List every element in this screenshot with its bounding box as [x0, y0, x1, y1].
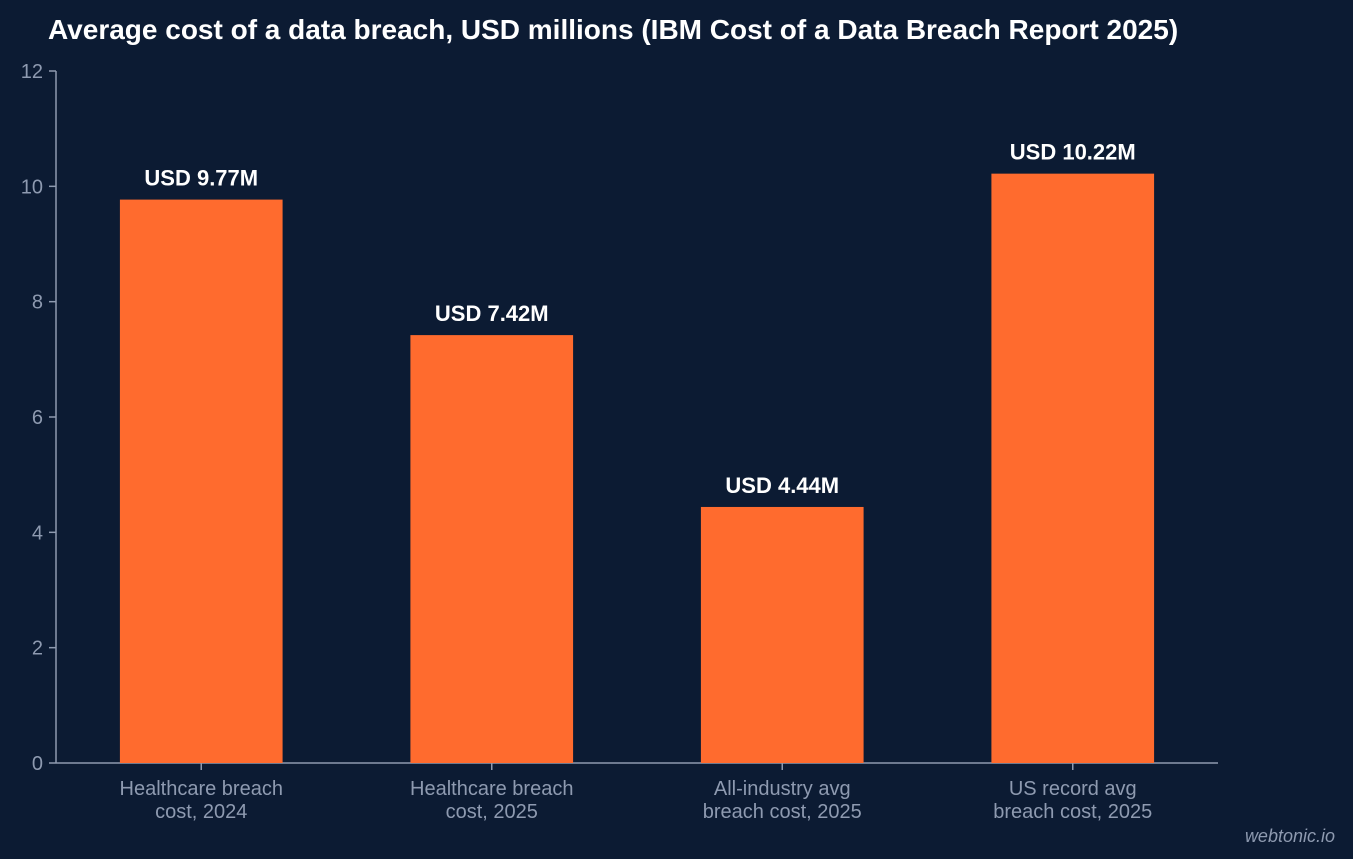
bar — [991, 173, 1155, 763]
x-category-label: Healthcare breach — [120, 778, 283, 800]
bar — [700, 506, 864, 763]
y-tick-label: 4 — [32, 522, 43, 544]
x-category-label: cost, 2025 — [446, 801, 538, 823]
data-labels-group: USD 9.77M USD 7.42M USD 4.44M USD 10.22M — [144, 140, 1135, 498]
x-category-label: breach cost, 2025 — [703, 801, 862, 823]
bar-value-label: USD 10.22M — [1010, 140, 1136, 165]
x-category-label: breach cost, 2025 — [993, 801, 1152, 823]
bar — [119, 199, 283, 763]
y-tick-label: 12 — [21, 61, 43, 83]
y-tick-label: 8 — [32, 292, 43, 314]
bar-value-label: USD 9.77M — [144, 166, 258, 191]
y-tick-label: 10 — [21, 176, 43, 198]
y-tick-label: 0 — [32, 753, 43, 775]
x-category-label: US record avg — [1009, 778, 1137, 800]
x-category-label: Healthcare breach — [410, 778, 573, 800]
y-axis: 0 2 4 6 8 10 12 — [21, 61, 57, 775]
bar-value-label: USD 4.44M — [725, 473, 839, 498]
y-tick-label: 2 — [32, 638, 43, 660]
bar-value-label: USD 7.42M — [435, 301, 549, 326]
chart-title: Average cost of a data breach, USD milli… — [48, 14, 1178, 45]
watermark: webtonic.io — [1244, 826, 1335, 846]
y-tick-label: 6 — [32, 407, 43, 429]
x-category-label: cost, 2024 — [155, 801, 247, 823]
bars-group — [119, 173, 1155, 763]
bar — [410, 335, 574, 763]
x-category-label: All-industry avg — [714, 778, 851, 800]
